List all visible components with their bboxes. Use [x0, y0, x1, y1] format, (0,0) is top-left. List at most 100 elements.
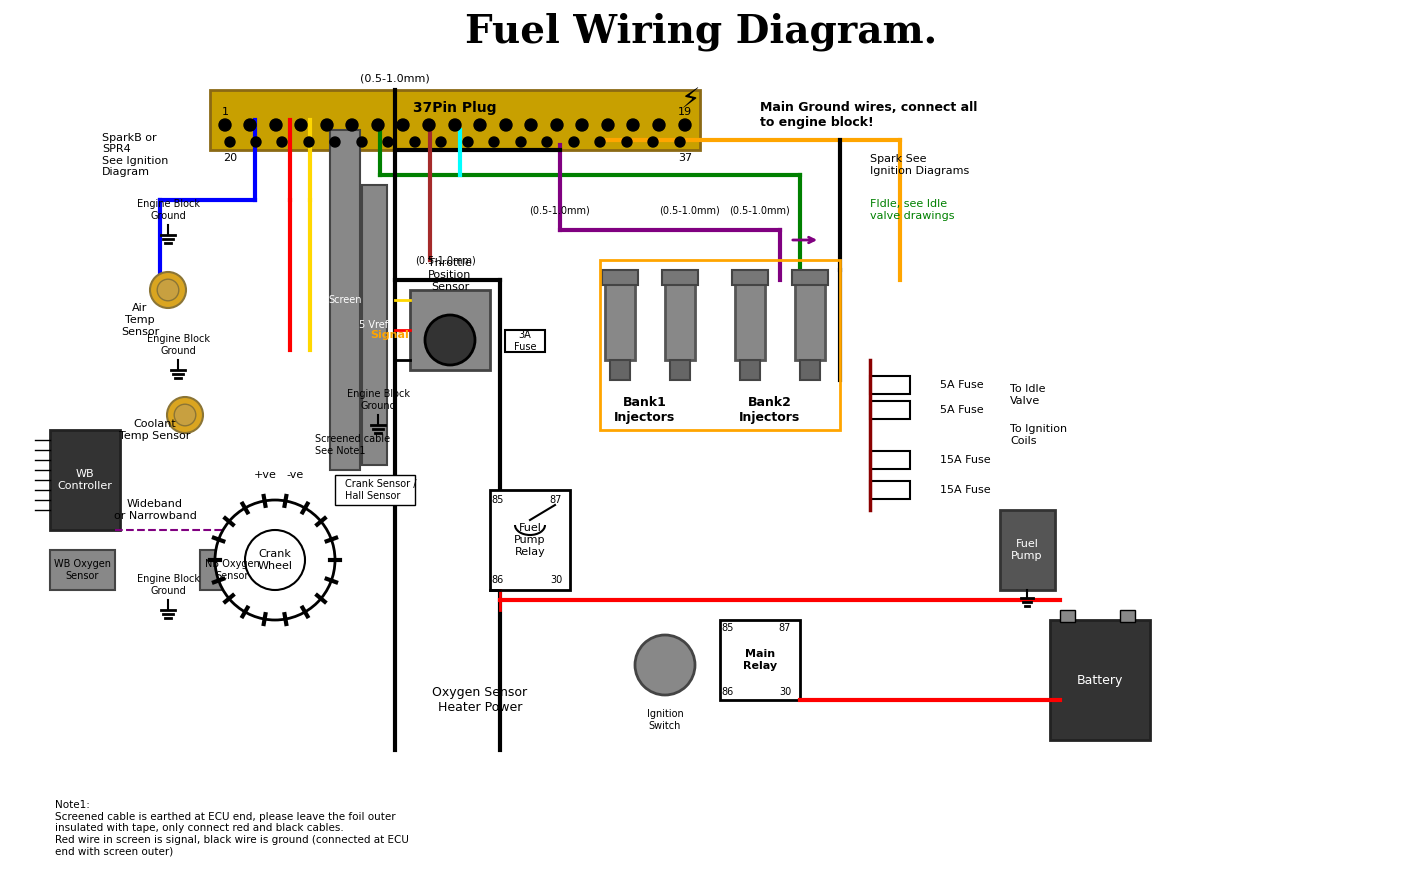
Text: 37: 37	[679, 153, 693, 163]
Circle shape	[372, 119, 384, 131]
Text: 1: 1	[222, 107, 229, 117]
Text: 85: 85	[722, 623, 735, 633]
Circle shape	[358, 137, 367, 147]
Text: (0.5-1.0mm): (0.5-1.0mm)	[530, 205, 590, 215]
Text: Fuel
Pump: Fuel Pump	[1011, 540, 1043, 561]
Bar	[871, 376, 910, 394]
Bar	[601, 270, 638, 285]
Text: Main Ground wires, connect all
to engine block!: Main Ground wires, connect all to engine…	[760, 101, 977, 129]
Text: 86: 86	[722, 687, 735, 697]
Bar	[1050, 620, 1150, 740]
Circle shape	[501, 119, 512, 131]
Circle shape	[436, 137, 446, 147]
Circle shape	[674, 137, 686, 147]
Text: Ignition
Switch: Ignition Switch	[646, 709, 683, 731]
Bar	[665, 280, 695, 360]
Circle shape	[627, 119, 639, 131]
Circle shape	[648, 137, 658, 147]
Text: Wideband
or Narrowband: Wideband or Narrowband	[114, 500, 196, 521]
Bar	[200, 550, 265, 590]
Text: Battery: Battery	[1077, 674, 1123, 686]
Circle shape	[245, 530, 306, 590]
Bar	[491, 490, 571, 590]
Circle shape	[244, 119, 257, 131]
Text: ⚡: ⚡	[680, 86, 700, 114]
Text: Spark See
Ignition Diagrams: Spark See Ignition Diagrams	[871, 154, 969, 176]
Circle shape	[397, 119, 409, 131]
Bar	[1000, 510, 1054, 590]
Circle shape	[425, 315, 475, 365]
Circle shape	[167, 397, 203, 433]
Circle shape	[383, 137, 393, 147]
Text: -ve: -ve	[286, 470, 304, 480]
Circle shape	[423, 119, 435, 131]
Circle shape	[569, 137, 579, 147]
Circle shape	[219, 119, 231, 131]
Bar	[505, 330, 545, 352]
Text: Screened cable
See Note1: Screened cable See Note1	[315, 434, 390, 456]
Circle shape	[271, 119, 282, 131]
Text: To Ignition
Coils: To Ignition Coils	[1009, 424, 1067, 445]
Circle shape	[174, 404, 196, 426]
Circle shape	[294, 119, 307, 131]
Text: Throttle
Position
Sensor: Throttle Position Sensor	[428, 259, 472, 292]
Circle shape	[150, 272, 186, 308]
Text: Coolant
Temp Sensor: Coolant Temp Sensor	[119, 420, 191, 441]
Text: Crank
Wheel: Crank Wheel	[258, 549, 293, 571]
Text: Screen: Screen	[328, 295, 362, 305]
Text: Fuel
Pump
Relay: Fuel Pump Relay	[515, 524, 545, 557]
Bar	[871, 451, 910, 469]
Bar	[610, 360, 629, 380]
Bar	[362, 185, 387, 465]
Circle shape	[474, 119, 486, 131]
Text: Oxygen Sensor
Heater Power: Oxygen Sensor Heater Power	[432, 686, 527, 714]
Circle shape	[449, 119, 461, 131]
Text: Engine Block
Ground: Engine Block Ground	[146, 334, 209, 356]
Text: (0.5-1.0mm): (0.5-1.0mm)	[415, 255, 475, 265]
Text: Air
Temp
Sensor: Air Temp Sensor	[121, 303, 158, 337]
Circle shape	[278, 137, 287, 147]
Circle shape	[576, 119, 587, 131]
Bar	[662, 270, 698, 285]
Text: 37Pin Plug: 37Pin Plug	[414, 101, 496, 115]
Text: Engine Block
Ground: Engine Block Ground	[136, 574, 199, 596]
Bar	[1060, 610, 1075, 622]
Circle shape	[543, 137, 552, 147]
Bar	[600, 260, 840, 430]
Text: 30: 30	[780, 687, 791, 697]
Bar	[210, 90, 700, 150]
Circle shape	[321, 119, 334, 131]
Text: (0.5-1.0mm): (0.5-1.0mm)	[729, 205, 791, 215]
Bar	[792, 270, 829, 285]
Bar	[409, 290, 491, 370]
Text: 87: 87	[780, 623, 791, 633]
Circle shape	[329, 137, 341, 147]
Text: (0.5-1.0mm): (0.5-1.0mm)	[360, 73, 430, 83]
Circle shape	[251, 137, 261, 147]
Text: 20: 20	[223, 153, 237, 163]
Text: 5 Vref: 5 Vref	[359, 320, 388, 330]
Bar	[871, 401, 910, 419]
Text: 5A Fuse: 5A Fuse	[939, 380, 984, 390]
Text: NB Oxygen
Sensor: NB Oxygen Sensor	[205, 559, 259, 581]
Bar	[740, 360, 760, 380]
Circle shape	[409, 137, 421, 147]
Text: Bank1
Injectors: Bank1 Injectors	[614, 396, 676, 424]
Text: +ve: +ve	[254, 470, 276, 480]
Text: 5A Fuse: 5A Fuse	[939, 405, 984, 415]
Bar	[670, 360, 690, 380]
Text: 19: 19	[679, 107, 693, 117]
Bar	[732, 270, 768, 285]
Text: Crank Sensor /
Hall Sensor: Crank Sensor / Hall Sensor	[345, 479, 416, 501]
Text: FIdle, see Idle
valve drawings: FIdle, see Idle valve drawings	[871, 199, 955, 220]
Bar	[795, 280, 824, 360]
Circle shape	[304, 137, 314, 147]
Text: To Idle
Valve: To Idle Valve	[1009, 384, 1046, 405]
Bar	[871, 481, 910, 499]
Bar	[801, 360, 820, 380]
Circle shape	[157, 279, 179, 300]
Circle shape	[524, 119, 537, 131]
Circle shape	[679, 119, 691, 131]
Text: 3A
Fuse: 3A Fuse	[513, 330, 536, 352]
Circle shape	[594, 137, 606, 147]
